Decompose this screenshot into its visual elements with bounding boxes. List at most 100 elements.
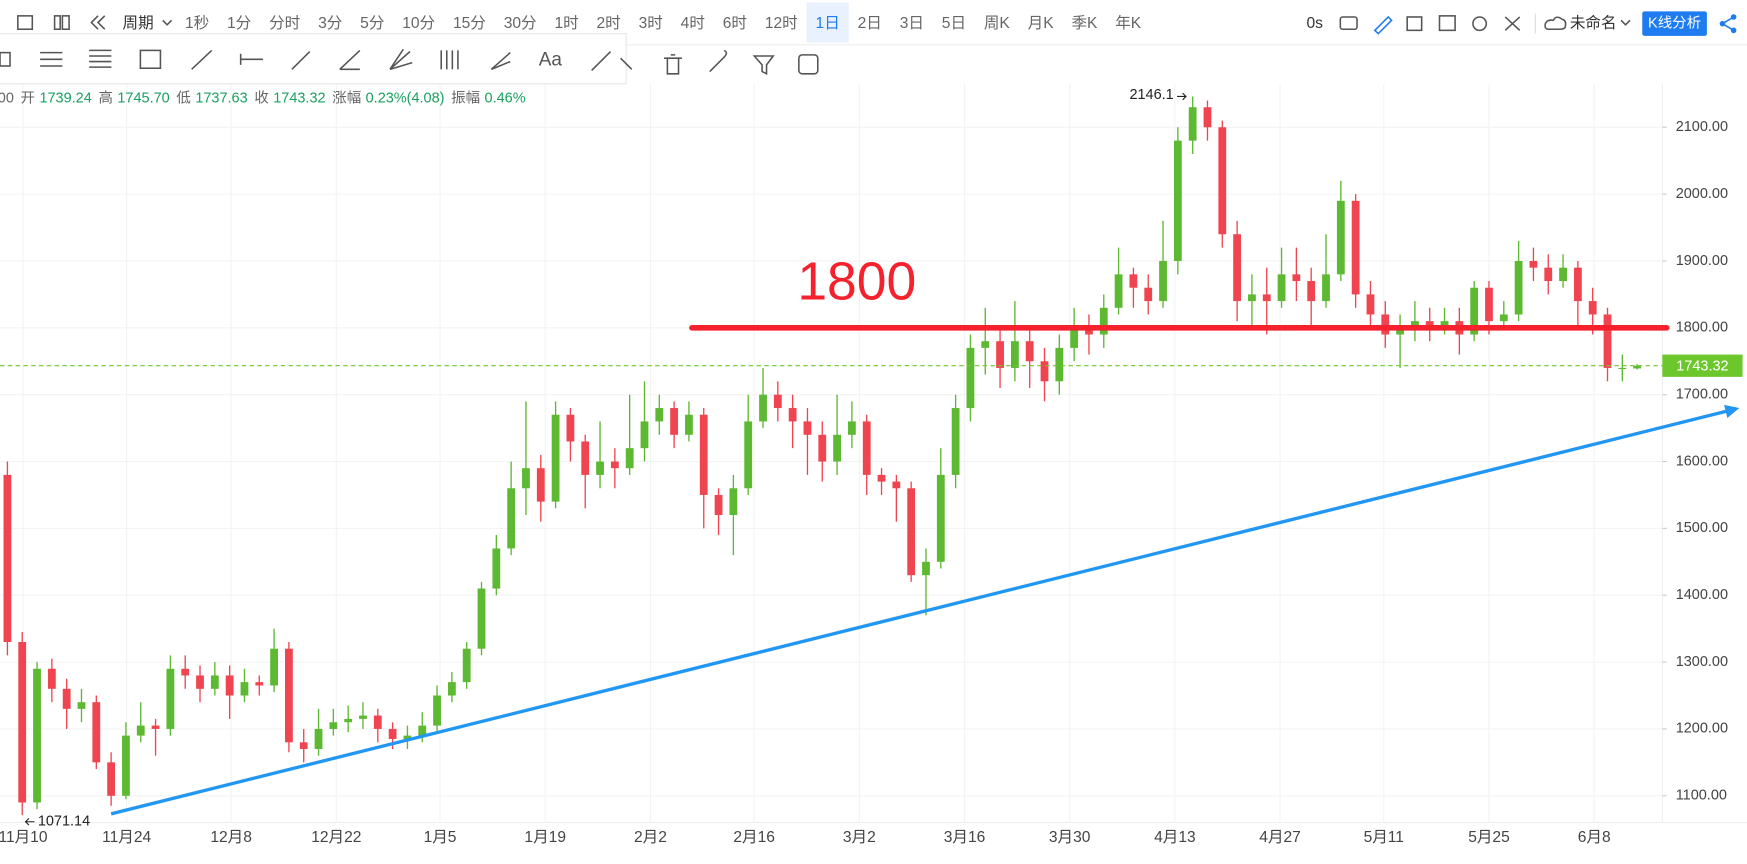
header-value: 1743.32: [273, 90, 325, 106]
interval-button[interactable]: 1日: [816, 15, 840, 32]
tool-angle[interactable]: [339, 49, 361, 71]
timer[interactable]: 0s: [1306, 15, 1323, 32]
candle-body: [196, 675, 204, 689]
interval-button[interactable]: 3时: [639, 14, 663, 32]
candle-body: [1218, 127, 1227, 235]
candle-body: [492, 548, 501, 589]
tool-gann[interactable]: [490, 52, 511, 71]
candle-body: [33, 668, 41, 803]
candle-body: [1292, 274, 1301, 282]
tool-line[interactable]: [291, 50, 311, 70]
interval-button[interactable]: 1时: [554, 14, 578, 32]
candle-body: [699, 414, 708, 495]
interval-button[interactable]: 10分: [402, 14, 435, 32]
filter-icon[interactable]: [752, 55, 775, 76]
interval-button[interactable]: 30分: [504, 14, 537, 32]
candle-body: [833, 434, 841, 462]
tool-box[interactable]: [139, 49, 162, 70]
interval-button[interactable]: 3日: [900, 15, 924, 32]
max-arrow: [1177, 92, 1187, 101]
candle-body: [1336, 200, 1345, 275]
settings-icon[interactable]: [1472, 16, 1488, 32]
candle-body: [225, 675, 234, 696]
replay-icon[interactable]: [90, 15, 106, 30]
header-value: 0.46%: [485, 90, 526, 106]
candle-body: [729, 488, 738, 516]
layout-icon[interactable]: [53, 15, 61, 31]
interval-button[interactable]: 5日: [942, 15, 966, 32]
tool-hlines[interactable]: [40, 51, 63, 67]
tool-fan[interactable]: [389, 48, 413, 71]
interval-button[interactable]: 周K: [984, 15, 1011, 32]
interval-list: 1秒 1分 分时 3分 5分 10分 15分 30分 1时 2时 3时 4时 6时 12时 1日 2日 3日 5日…: [185, 2, 1142, 43]
tool-rect[interactable]: [0, 51, 11, 67]
interval-button[interactable]: 2日: [858, 15, 882, 32]
interval-button[interactable]: 年K: [1115, 14, 1142, 32]
fullscreen-icon[interactable]: [1504, 16, 1521, 31]
candle-body: [744, 421, 753, 489]
interval-button[interactable]: 5分: [360, 14, 384, 32]
interval-button[interactable]: 15分: [453, 14, 486, 32]
interval-button[interactable]: 2时: [597, 14, 621, 32]
candle-body: [1633, 365, 1642, 369]
candle-body: [359, 715, 367, 719]
interval-button[interactable]: 分时: [269, 14, 300, 32]
tool-fib[interactable]: [89, 49, 112, 68]
crop-icon[interactable]: [1406, 16, 1423, 32]
pen-icon[interactable]: [1373, 15, 1393, 35]
candle-body: [447, 682, 456, 696]
candle-body: [1351, 200, 1360, 295]
candle-body: [1262, 294, 1271, 302]
interval-button[interactable]: 1秒: [185, 14, 209, 32]
interval-button[interactable]: 4时: [681, 14, 705, 32]
tool-text[interactable]: Aa: [539, 49, 563, 70]
delete-icon[interactable]: [664, 54, 682, 75]
interval-button[interactable]: 季K: [1071, 14, 1098, 32]
trend-line: [110, 408, 1734, 816]
calc-icon[interactable]: [1438, 15, 1456, 32]
min-arrow: [24, 818, 35, 826]
candle-body: [1085, 327, 1093, 335]
interval-button[interactable]: 月K: [1028, 15, 1055, 32]
max-label: 2146.1: [1129, 87, 1173, 103]
candle-body: [1396, 327, 1404, 335]
candle-body: [418, 725, 427, 736]
tool-channel[interactable]: [191, 49, 213, 70]
header-label: 高: [98, 89, 112, 106]
camera-icon[interactable]: [1339, 16, 1358, 31]
tool-measure[interactable]: [591, 50, 612, 72]
header-prefix: 00: [0, 90, 14, 106]
layout-name[interactable]: 未命名: [1570, 14, 1617, 32]
magnet-icon[interactable]: [709, 49, 728, 73]
candle-body: [151, 725, 160, 729]
header-value: 1737.63: [195, 90, 247, 106]
header-label: 涨幅: [332, 89, 361, 106]
interval-button[interactable]: 3分: [318, 14, 342, 32]
share-dot: [1730, 27, 1737, 34]
candle-body: [803, 421, 812, 435]
candle-body: [1603, 314, 1612, 368]
tool-hray[interactable]: [239, 53, 263, 65]
candle-body: [18, 642, 27, 803]
candle-body: [62, 688, 71, 709]
interval-button[interactable]: 6时: [723, 14, 747, 32]
candle-body: [1114, 274, 1123, 308]
interval-button[interactable]: 12时: [765, 14, 798, 32]
calendar-icon[interactable]: [17, 15, 34, 31]
candle-body: [1529, 260, 1538, 268]
sync-icon[interactable]: [798, 54, 819, 75]
period-button[interactable]: 周期: [123, 14, 154, 32]
candle-body: [773, 394, 782, 409]
candle-body: [1470, 287, 1479, 335]
candle-body: [551, 414, 560, 502]
candle-body: [655, 408, 664, 422]
trend-line-arrow: [1724, 404, 1740, 419]
tool-cycle[interactable]: [440, 50, 459, 70]
x-tick-label: 3月16: [944, 829, 986, 846]
candle-body: [1499, 314, 1508, 322]
analysis-button-bg[interactable]: [1642, 11, 1707, 36]
candle-body: [507, 488, 516, 549]
analysis-button[interactable]: K线分析: [1648, 14, 1701, 31]
interval-button[interactable]: 1分: [227, 14, 251, 32]
